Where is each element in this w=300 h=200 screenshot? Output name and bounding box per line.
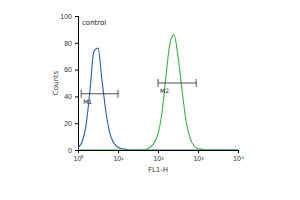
gate-cap — [81, 90, 82, 98]
y-tick: 40 — [64, 93, 78, 100]
gate-cap — [158, 79, 159, 87]
y-axis: 0 20 40 60 80 100 — [60, 13, 78, 154]
chart-container: 10⁰ 10¹ 10² 10³ 10⁴ 0 20 40 60 80 100 FL1-H Counts co… — [0, 0, 300, 200]
y-tick-label: 80 — [64, 40, 72, 47]
y-tick-label: 40 — [64, 93, 72, 100]
x-tick-mark — [238, 150, 239, 153]
y-tick-label: 0 — [68, 147, 72, 154]
lines — [78, 35, 238, 150]
chart-svg: 10⁰ 10¹ 10² 10³ 10⁴ 0 20 40 60 80 100 FL1-H Counts co… — [0, 0, 300, 200]
x-axis-line — [79, 151, 239, 154]
y-tick: 60 — [64, 66, 78, 73]
gate-cap — [118, 90, 119, 98]
y-tick-mark — [75, 150, 78, 151]
plot: 10⁰ 10¹ 10² 10³ 10⁴ 0 20 40 60 80 100 FL1-H Counts co… — [52, 13, 244, 174]
x-tick: 10² — [153, 150, 164, 162]
x-tick-label: 10⁴ — [233, 155, 244, 162]
y-axis-line — [75, 17, 79, 151]
y-tick-mark — [75, 123, 78, 124]
y-tick-mark — [75, 70, 78, 71]
y-tick-mark — [75, 96, 78, 97]
gate: M2 — [158, 79, 196, 94]
gates: M1 M2 — [81, 79, 196, 105]
y-tick-mark — [75, 43, 78, 44]
x-axis: 10⁰ 10¹ 10² 10³ 10⁴ — [74, 150, 244, 162]
y-tick: 100 — [60, 13, 78, 20]
x-axis-title: FL1-H — [148, 166, 168, 174]
y-tick: 80 — [64, 40, 78, 47]
x-tick: 10¹ — [113, 150, 124, 162]
gate-label: M1 — [83, 98, 92, 105]
x-tick-label: 10² — [153, 155, 164, 162]
x-tick-mark — [198, 150, 199, 153]
y-tick-mark — [75, 16, 78, 17]
gate-label: M2 — [160, 87, 169, 94]
series-label: control — [82, 19, 106, 27]
gate: M1 — [81, 90, 118, 105]
x-tick: 10⁴ — [233, 150, 244, 162]
x-tick-mark — [158, 150, 159, 153]
y-tick: 20 — [64, 120, 78, 127]
x-tick-label: 10⁰ — [74, 155, 85, 162]
gate-line — [81, 93, 118, 94]
y-tick: 0 — [68, 147, 78, 154]
series-line — [78, 35, 238, 150]
y-tick-label: 60 — [64, 66, 72, 73]
gate-line — [158, 83, 196, 84]
y-axis-title: Counts — [52, 70, 60, 95]
gate-cap — [196, 79, 197, 87]
x-tick-mark — [118, 150, 119, 153]
x-tick: 10³ — [193, 150, 204, 162]
x-tick-label: 10³ — [193, 155, 204, 162]
y-tick-label: 100 — [60, 13, 72, 20]
x-tick-label: 10¹ — [113, 155, 124, 162]
x-tick: 10⁰ — [74, 150, 85, 162]
y-tick-label: 20 — [64, 120, 72, 127]
